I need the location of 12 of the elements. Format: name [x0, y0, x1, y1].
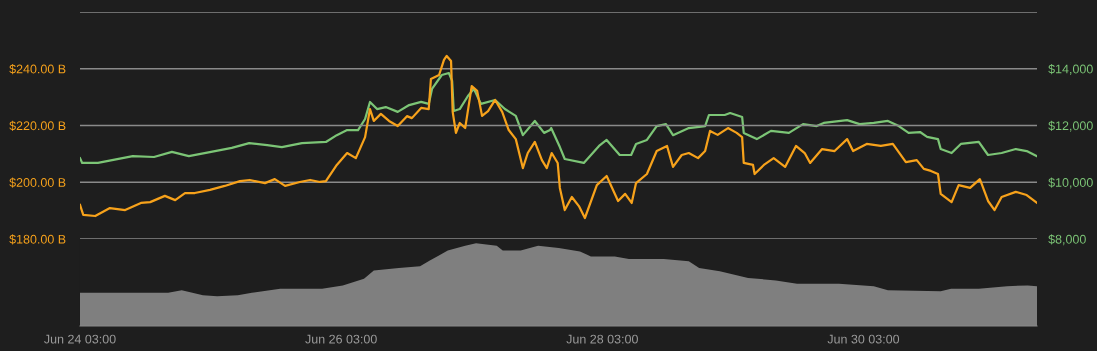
- x-tick-label: Jun 30 03:00: [827, 334, 900, 344]
- y-tick-label: $220.00 B: [9, 120, 66, 131]
- y-tick-label: $240.00 B: [9, 64, 66, 75]
- y2-tick-label: $14,000: [1048, 64, 1093, 75]
- y2-tick-label: $12,000: [1048, 120, 1093, 132]
- y-tick-label: $180.00 B: [9, 234, 66, 245]
- x-tick-label: Jun 28 03:00: [566, 334, 638, 344]
- y-tick-label: $200.00 B: [9, 177, 66, 188]
- x-tick-label: Jun 26 03:00: [305, 334, 377, 344]
- x-tick-label: Jun 24 03:00: [44, 334, 116, 344]
- y2-tick-label: $8,000: [1048, 234, 1086, 246]
- y2-tick-label: $10,000: [1048, 177, 1093, 189]
